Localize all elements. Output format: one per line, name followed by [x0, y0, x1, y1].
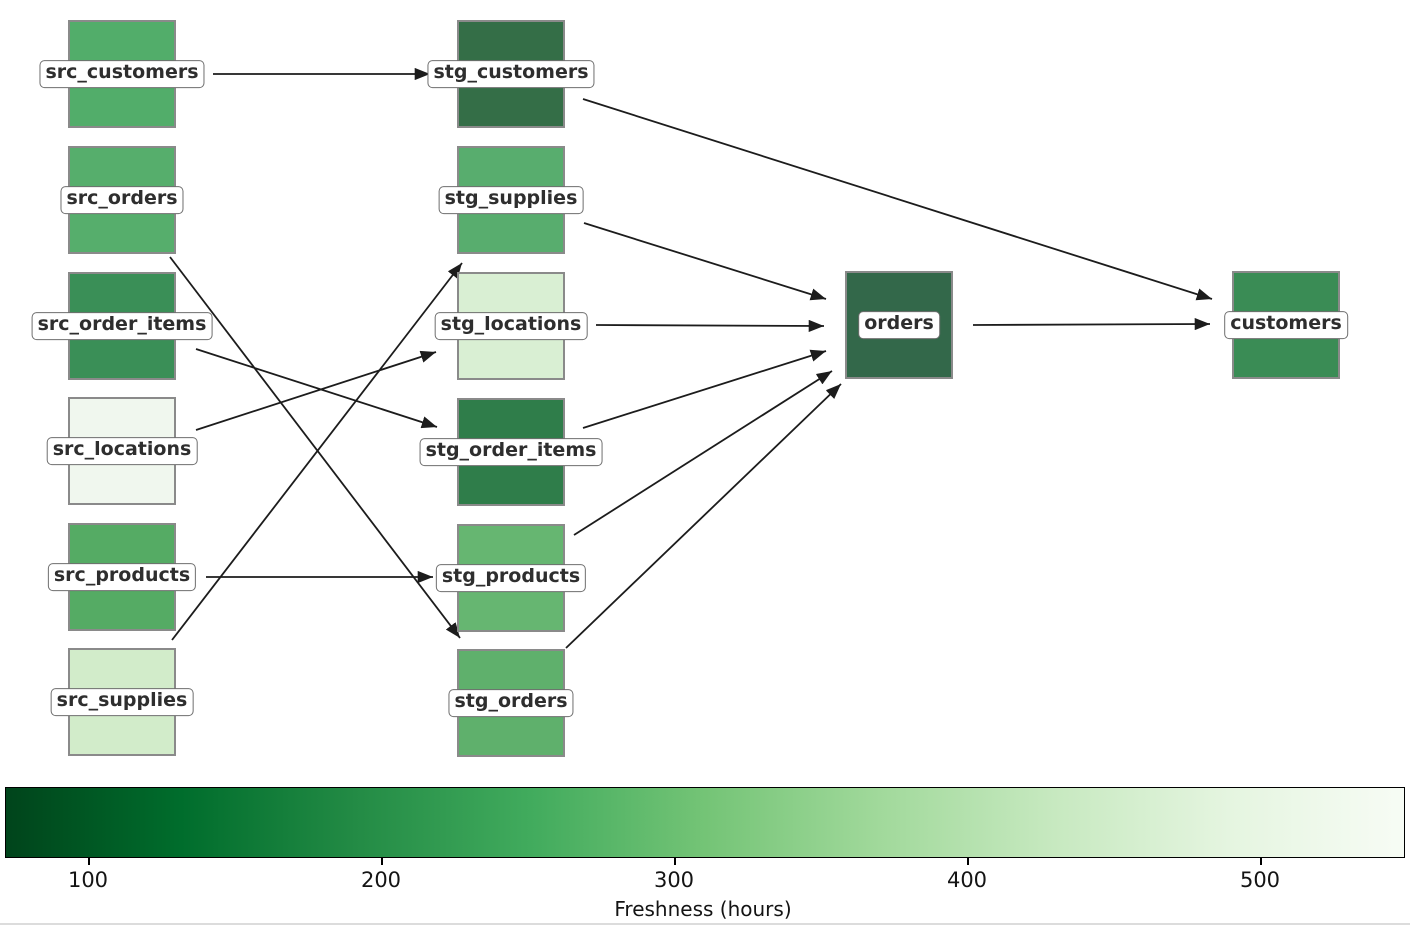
colorbar-tick-label-100: 100 — [67, 868, 109, 892]
colorbar-tick-300 — [674, 858, 676, 865]
node-label-stg_orders: stg_orders — [448, 689, 574, 717]
freshness-colorbar — [5, 787, 1405, 858]
colorbar-tick-200 — [381, 858, 383, 865]
edge-stg_orders-to-orders — [565, 383, 842, 649]
colorbar-tick-100 — [88, 858, 90, 865]
colorbar-tick-label-200: 200 — [360, 868, 402, 892]
node-label-orders: orders — [858, 311, 940, 339]
node-label-customers: customers — [1224, 311, 1348, 339]
node-label-stg_customers: stg_customers — [427, 60, 595, 88]
node-label-src_locations: src_locations — [46, 437, 198, 465]
edge-stg_products-to-orders — [573, 370, 833, 536]
node-label-src_order_items: src_order_items — [31, 312, 213, 340]
colorbar-axis-label: Freshness (hours) — [614, 897, 792, 921]
figure-bottom-border — [0, 923, 1410, 925]
edge-stg_customers-to-customers — [582, 98, 1213, 301]
node-label-src_customers: src_customers — [39, 60, 205, 88]
node-label-src_orders: src_orders — [60, 186, 184, 214]
edge-stg_locations-to-orders — [595, 319, 825, 333]
node-label-stg_order_items: stg_order_items — [419, 438, 603, 466]
edge-stg_supplies-to-orders — [583, 222, 827, 301]
edge-src_order_items-to-stg_order_items — [195, 348, 438, 429]
colorbar-tick-label-300: 300 — [653, 868, 695, 892]
colorbar-tick-400 — [967, 858, 969, 865]
node-label-stg_locations: stg_locations — [434, 312, 588, 340]
colorbar-tick-label-500: 500 — [1239, 868, 1281, 892]
edge-orders-to-customers — [972, 317, 1211, 331]
node-label-stg_supplies: stg_supplies — [438, 186, 584, 214]
edge-stg_order_items-to-orders — [582, 349, 827, 429]
colorbar-tick-label-400: 400 — [946, 868, 988, 892]
node-label-src_supplies: src_supplies — [50, 688, 194, 716]
node-label-src_products: src_products — [47, 563, 197, 591]
edge-src_supplies-to-stg_supplies — [171, 262, 463, 641]
colorbar-tick-500 — [1260, 858, 1262, 865]
edge-src_locations-to-stg_locations — [195, 350, 437, 431]
node-label-stg_products: stg_products — [435, 564, 587, 592]
edge-src_orders-to-stg_orders — [169, 256, 461, 639]
